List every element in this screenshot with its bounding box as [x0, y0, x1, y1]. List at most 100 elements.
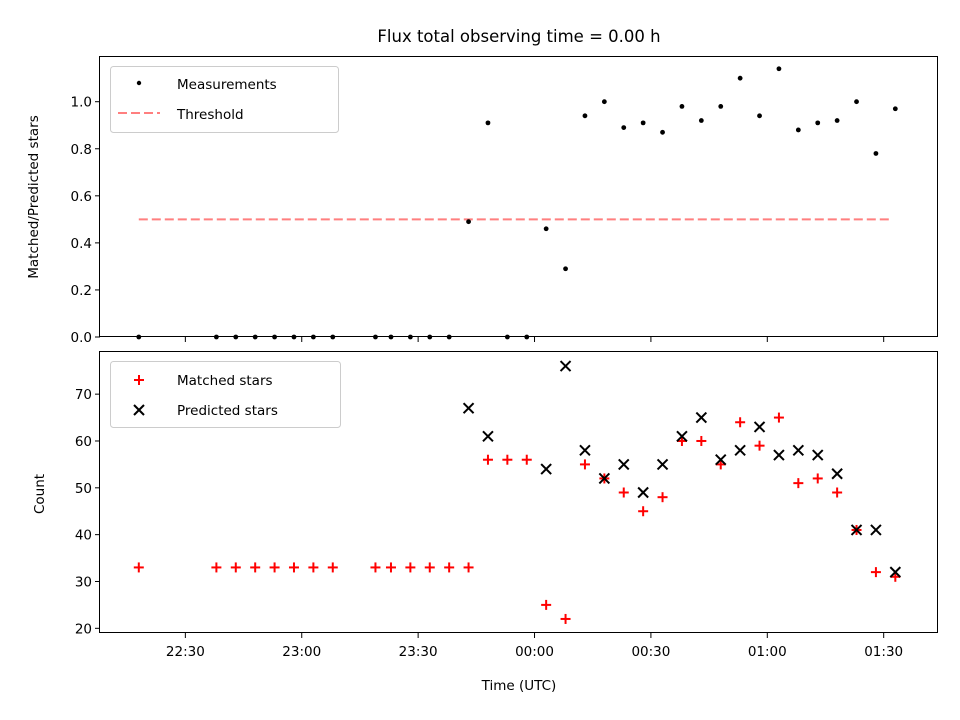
bottom-panel: 20 30 40 50 60 70 22:30 23:00 23:30 00:00 00:30 01… — [32, 351, 938, 694]
x-stroke-b — [870, 524, 882, 536]
y-tick-label: 0.2 — [71, 283, 92, 299]
y-tick-label: 0.4 — [71, 236, 92, 252]
legend-matched-label: Matched stars — [177, 373, 273, 389]
bottom-legend-box — [110, 361, 341, 428]
x-tick-label: 01:00 — [748, 644, 787, 660]
y-tick-label: 1.0 — [71, 95, 92, 111]
x-stroke-b — [579, 444, 591, 457]
measurement-point — [815, 120, 821, 126]
x-stroke-b — [482, 430, 494, 443]
predicted-star-point — [482, 430, 494, 443]
x-tick-label: 22:30 — [166, 644, 205, 660]
predicted-star-point — [773, 449, 785, 461]
predicted-star-point — [812, 449, 824, 461]
matched-star-point — [735, 417, 746, 428]
matched-star-point — [250, 562, 261, 573]
x-stroke-b — [540, 463, 552, 475]
y-tick-label: 20 — [75, 621, 92, 637]
predicted-star-point — [637, 486, 649, 499]
matched-star-point — [211, 562, 222, 573]
matched-star-point — [812, 473, 823, 484]
measurement-point — [601, 99, 607, 105]
x-tick-label: 23:30 — [399, 644, 438, 660]
y-tick-label: 40 — [75, 528, 92, 544]
x-stroke-b — [850, 524, 863, 536]
matched-star-point — [288, 562, 299, 573]
top-y-ticks: 0.0 0.2 0.4 0.6 0.8 1.0 — [71, 95, 100, 346]
measurement-point — [834, 118, 840, 123]
top-x-ticks — [184, 337, 885, 342]
matched-star-point — [269, 562, 280, 573]
matched-star-point — [385, 562, 396, 573]
measurement-point — [698, 118, 704, 123]
predicted-star-point — [579, 444, 591, 457]
figure-title: Flux total observing time = 0.00 h — [377, 27, 660, 46]
y-tick-label: 60 — [75, 434, 92, 450]
bottom-y-axis-label: Count — [32, 474, 48, 514]
y-tick-label: 0.6 — [71, 189, 92, 205]
x-stroke-b — [831, 468, 843, 480]
matched-star-point — [618, 487, 629, 498]
measurement-point — [563, 266, 568, 272]
predicted-star-point — [734, 444, 746, 457]
predicted-star-point — [618, 458, 630, 471]
x-stroke-b — [598, 472, 611, 485]
measurement-point — [757, 113, 762, 119]
matched-star-point — [482, 454, 493, 465]
predicted-star-point — [695, 411, 708, 424]
predicted-star-point — [831, 468, 843, 480]
measurement-point — [776, 66, 782, 72]
matched-star-point — [502, 454, 513, 465]
matched-star-point — [444, 562, 455, 573]
measurement-point — [485, 120, 491, 126]
y-tick-label: 30 — [75, 574, 92, 590]
matched-star-point — [370, 562, 381, 573]
predicted-star-point — [559, 360, 572, 372]
x-stroke-b — [753, 421, 766, 433]
x-stroke-b — [695, 411, 708, 424]
x-axis-label: Time (UTC) — [481, 678, 557, 694]
bottom-plot-marks — [133, 360, 902, 624]
x-stroke-b — [889, 566, 902, 578]
matched-star-point — [521, 454, 532, 465]
top-axes-frame — [99, 56, 938, 337]
measurement-point — [854, 99, 859, 105]
legend-measurements-marker — [136, 80, 142, 86]
matched-star-point — [560, 613, 571, 624]
predicted-star-point — [715, 454, 727, 466]
y-tick-label: 70 — [75, 387, 92, 403]
matched-star-point — [657, 492, 668, 503]
matched-star-point — [327, 562, 338, 573]
top-legend-box — [110, 66, 339, 133]
measurement-point — [466, 219, 471, 225]
measurement-point — [892, 106, 898, 112]
bottom-x-ticks: 22:30 23:00 23:30 00:00 00:30 01:00 01:30 — [166, 633, 903, 660]
x-stroke-b — [792, 444, 805, 457]
x-tick-label: 01:30 — [864, 644, 903, 660]
top-y-axis-label: Matched/Predicted stars — [26, 115, 42, 278]
measurement-point — [718, 104, 724, 109]
x-stroke-b — [637, 486, 649, 499]
measurement-point — [543, 226, 549, 232]
top-panel: 0.0 0.2 0.4 0.6 0.8 1.0 Matched/Predicted sta… — [26, 56, 938, 346]
predicted-star-point — [792, 444, 805, 457]
matched-star-point — [405, 562, 416, 573]
x-stroke-b — [812, 449, 824, 461]
predicted-star-point — [540, 463, 552, 475]
measurement-point — [795, 127, 801, 133]
matched-star-point — [133, 562, 144, 573]
matched-star-point — [424, 562, 435, 573]
legend-threshold-label: Threshold — [176, 107, 244, 123]
legend-predicted-label: Predicted stars — [177, 403, 278, 419]
x-stroke-b — [656, 458, 669, 471]
x-tick-label: 00:30 — [631, 644, 670, 660]
predicted-star-point — [889, 566, 902, 578]
matched-star-point — [773, 412, 784, 423]
measurement-point — [640, 120, 646, 126]
matched-star-point — [696, 435, 707, 446]
y-tick-label: 50 — [75, 481, 92, 497]
matched-star-point — [541, 599, 552, 610]
x-stroke-b — [734, 444, 746, 457]
top-legend: Measurements Threshold — [110, 66, 339, 133]
